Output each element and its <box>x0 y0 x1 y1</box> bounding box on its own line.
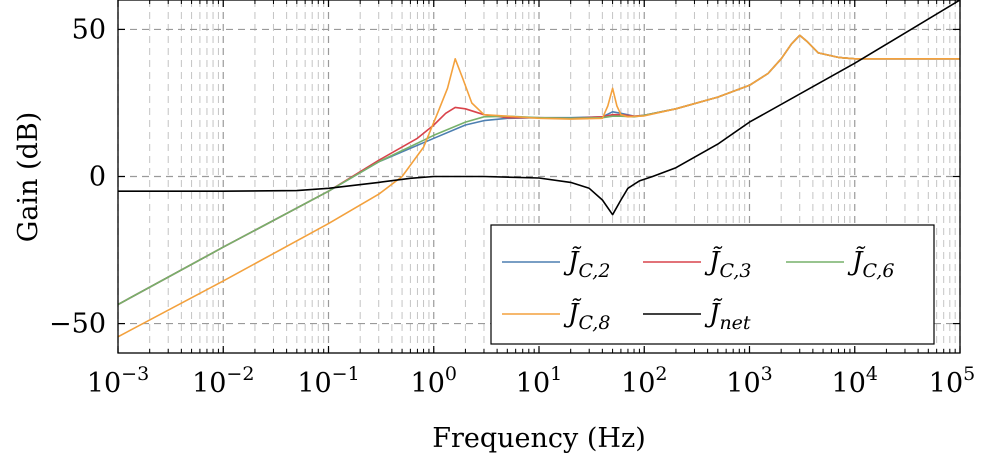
x-tick-label: 10−1 <box>297 363 359 399</box>
x-tick-label: 103 <box>726 363 772 399</box>
legend-label: J̃net <box>704 298 751 334</box>
x-tick-label: 101 <box>516 363 562 399</box>
legend-label: J̃C,3 <box>704 246 751 282</box>
x-tick-label: 100 <box>411 363 457 399</box>
legend-box <box>490 224 935 345</box>
x-tick-label: 10−3 <box>87 363 149 399</box>
x-tick-label: 10−2 <box>192 363 254 399</box>
series-line-net <box>118 0 960 216</box>
series-layer <box>118 0 960 338</box>
legend-label: J̃C,6 <box>847 246 894 282</box>
series-line-C-8 <box>118 34 960 338</box>
legend-label: J̃C,8 <box>563 298 610 334</box>
y-axis-title: Gain (dB) <box>13 112 44 242</box>
legend-label: J̃C,2 <box>563 246 610 282</box>
legend: J̃C,2 J̃C,3 J̃C,6 J̃C,8 J̃net <box>490 224 935 345</box>
axis-ticks <box>117 0 961 353</box>
x-tick-labels: 10−3 10−2 10−1 100 101 102 103 104 105 <box>87 363 975 399</box>
y-tick-label: 0 <box>89 162 106 193</box>
x-tick-label: 105 <box>929 363 975 399</box>
y-tick-labels: 50 0 −50 <box>49 14 106 339</box>
y-tick-label: 50 <box>72 14 106 45</box>
y-tick-label: −50 <box>49 309 106 340</box>
x-tick-label: 104 <box>832 363 878 399</box>
x-axis-title: Frequency (Hz) <box>432 423 645 454</box>
x-tick-label: 102 <box>621 363 667 399</box>
